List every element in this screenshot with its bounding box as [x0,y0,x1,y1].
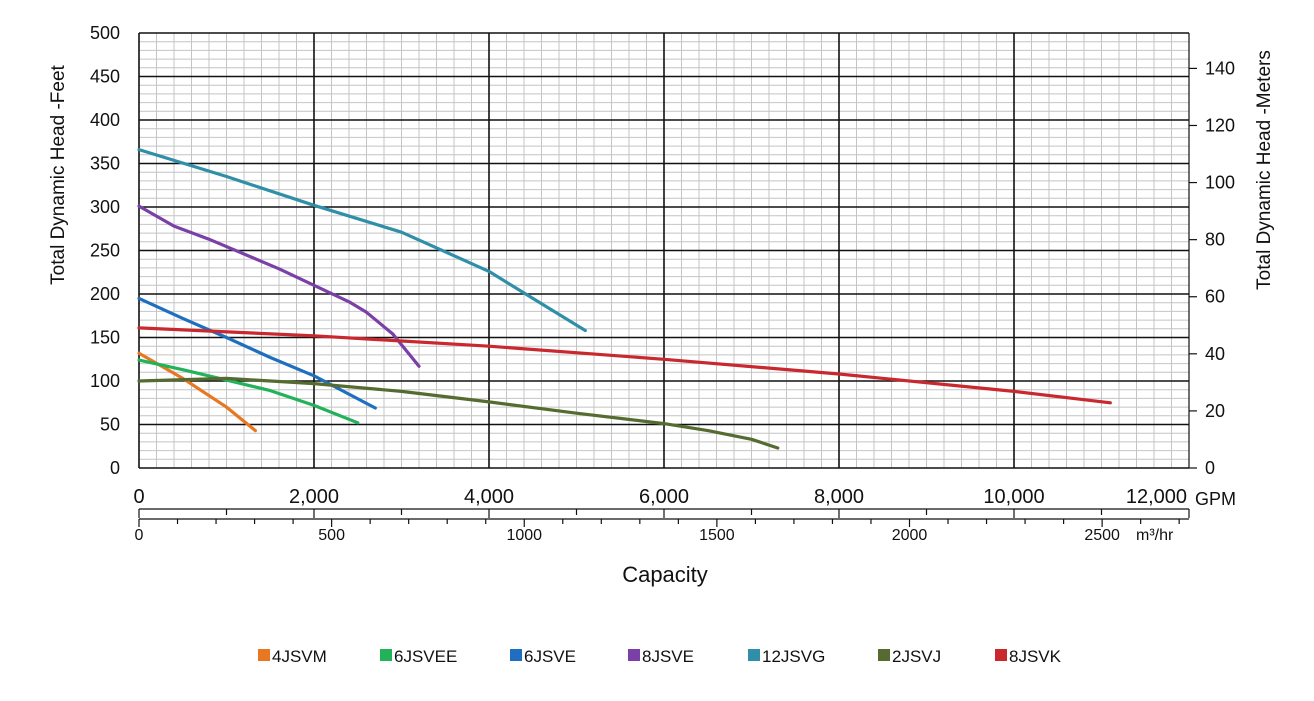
y-tick-label: 200 [90,284,120,304]
legend: 4JSVM 6JSVEE 6JSVE 8JSVE 12JSVG 2JSVJ 8JSVK [258,647,1062,666]
x-unit-secondary: m³/hr [1136,527,1174,544]
legend-label: 8JSVK [1009,647,1062,666]
legend-swatch [748,649,760,661]
axes [138,33,1197,527]
legend-item-8jsve: 8JSVE [628,647,694,666]
legend-item-6jsvee: 6JSVEE [380,647,457,666]
legend-item-2jsvj: 2JSVJ [878,647,941,666]
y-tick-label: 350 [90,154,120,174]
y-tick-label: 50 [100,415,120,435]
series-lines [137,148,1112,450]
y-tick-label-right: 140 [1205,58,1235,78]
y-tick-label: 400 [90,110,120,130]
legend-swatch [878,649,890,661]
x-unit-primary: GPM [1195,489,1236,509]
series-line-6jsve [137,296,377,410]
x-tick-label: 2,000 [289,486,339,508]
x-tick-label: 6,000 [639,486,689,508]
legend-item-4jsvm: 4JSVM [258,647,327,666]
y-tick-label-right: 80 [1205,230,1225,250]
y-tick-label-right: 40 [1205,344,1225,364]
x-tick-label-secondary: 1500 [699,527,735,544]
y-tick-label: 250 [90,241,120,261]
series-line-8jsvk [137,326,1112,405]
x-tick-label: 0 [133,486,144,508]
legend-item-12jsvg: 12JSVG [748,647,825,666]
legend-swatch [628,649,640,661]
x-tick-label-secondary: 2000 [892,527,928,544]
legend-label: 8JSVE [642,647,694,666]
legend-label: 12JSVG [762,647,825,666]
y-tick-label: 100 [90,371,120,391]
legend-swatch [258,649,270,661]
legend-label: 6JSVEE [394,647,457,666]
y-axis-label-right: Total Dynamic Head -Meters [1254,50,1275,290]
tick-labels: 0 50 100 150 200 250 300 350 400 450 500 0 20 40 60 80 1… [90,23,1235,544]
x-tick-label-secondary: 0 [135,527,144,544]
y-tick-label-right: 120 [1205,115,1235,135]
legend-item-6jsve: 6JSVE [510,647,576,666]
legend-label: 6JSVE [524,647,576,666]
y-tick-label: 500 [90,23,120,43]
legend-swatch [380,649,392,661]
x-axis-label: Capacity [622,562,708,587]
y-tick-label-right: 60 [1205,287,1225,307]
series-line-12jsvg [137,148,587,333]
y-tick-label-right: 0 [1205,458,1215,478]
legend-swatch [510,649,522,661]
y-tick-label: 150 [90,328,120,348]
x-tick-label: 12,000 [1126,486,1187,508]
legend-item-8jsvk: 8JSVK [995,647,1062,666]
y-tick-label-right: 100 [1205,173,1235,193]
legend-label: 2JSVJ [892,647,941,666]
x-tick-label: 10,000 [983,486,1044,508]
y-tick-label-right: 20 [1205,401,1225,421]
x-tick-label: 8,000 [814,486,864,508]
y-tick-label: 300 [90,197,120,217]
x-tick-label: 4,000 [464,486,514,508]
legend-swatch [995,649,1007,661]
y-axis-label-left: Total Dynamic Head -Feet [48,64,69,284]
series-line-8jsve [137,204,421,368]
legend-label: 4JSVM [272,647,327,666]
major-grid [139,32,1189,468]
x-tick-label-secondary: 500 [318,527,345,544]
y-tick-label: 0 [110,458,120,478]
series-line-2jsvj [137,376,780,450]
series-line-6jsvee [137,358,360,425]
x-tick-label-secondary: 2500 [1084,527,1120,544]
x-tick-label-secondary: 1000 [506,527,542,544]
y-tick-label: 450 [90,67,120,87]
